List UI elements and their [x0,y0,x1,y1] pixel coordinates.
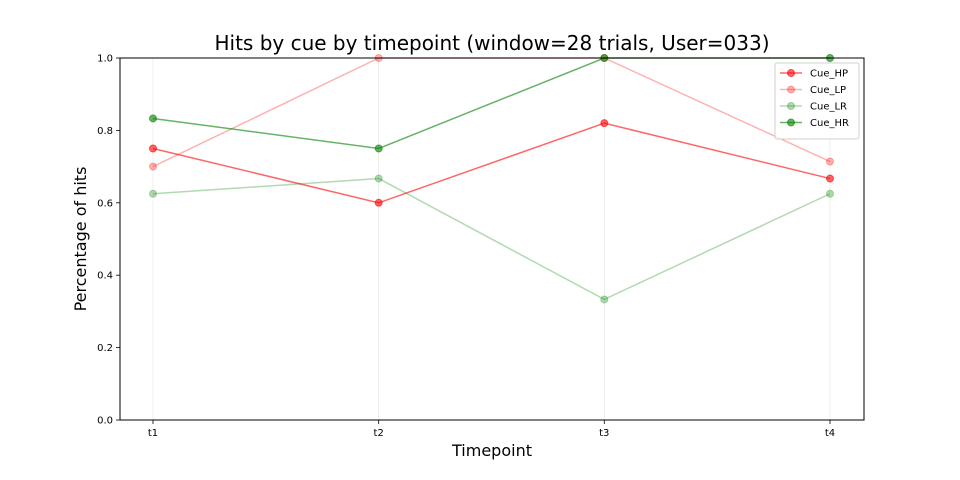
data-point [826,189,834,198]
y-tick-label: 1.0 [97,54,113,65]
chart-title: Hits by cue by timepoint (window=28 tria… [214,31,769,55]
series-line [152,122,831,204]
series-line [152,57,831,168]
plot-area [119,57,865,421]
x-tick-label: t4 [825,428,835,439]
legend-label: Cue_HP [810,69,848,80]
legend-marker [787,69,795,77]
series-line [152,57,830,150]
y-tick-label: 0.8 [97,126,113,137]
legend-marker [787,118,795,127]
legend: Cue_HP Cue_LP Cue_LR Cue_HR [774,62,860,140]
legend-marker [787,85,795,94]
data-point [374,198,383,207]
data-point [149,144,157,153]
series-cue-hr [149,54,834,153]
data-point [600,295,609,304]
y-tick-label: 0.6 [97,198,113,209]
data-point [374,174,383,183]
series-layer [149,54,834,304]
data-point [826,174,834,183]
x-tick-label: t3 [599,428,609,439]
x-axis-label: Timepoint [451,441,532,460]
data-point [149,162,157,171]
data-point [149,189,157,198]
legend-label: Cue_LR [810,102,847,113]
data-point [374,144,383,153]
series-line [152,177,831,301]
legend-item: Cue_LR [780,102,847,113]
data-point [826,157,834,166]
data-point [149,114,157,123]
series-cue-hp [149,119,834,207]
legend-box [774,62,860,140]
series-cue-lr [149,174,834,304]
legend-marker [787,102,795,110]
x-tick-label: t2 [374,428,384,439]
legend-label: Cue_LP [810,85,846,96]
y-axis-label: Percentage of hits [71,167,90,312]
legend-label: Cue_HR [810,118,849,129]
legend-item: Cue_HP [780,69,848,80]
x-tick-label: t1 [148,428,158,439]
y-axis: 0.0 0.2 0.4 0.6 0.8 1.0 [97,54,120,427]
y-tick-label: 0.0 [97,416,113,427]
y-tick-label: 0.4 [97,271,113,282]
legend-item: Cue_LP [780,85,846,96]
x-axis: t1 t2 t3 t4 [148,420,835,439]
y-tick-label: 0.2 [97,343,113,354]
data-point [600,119,609,128]
series-cue-lp [149,54,834,171]
legend-item: Cue_HR [780,118,849,129]
